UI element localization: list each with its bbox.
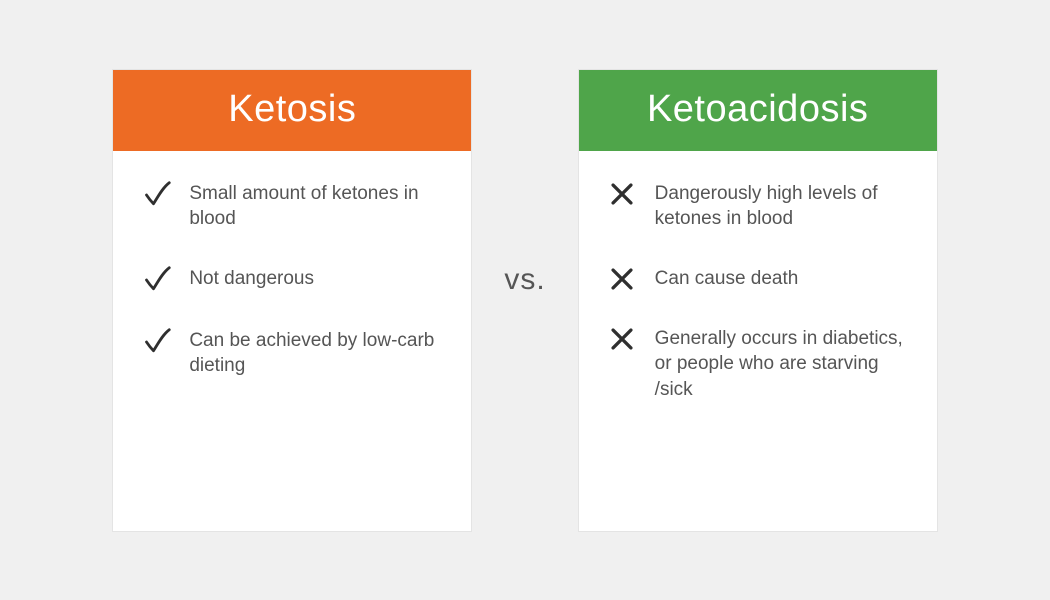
right-item: Generally occurs in diabetics, or people… [609,326,907,403]
left-card-title: Ketosis [113,70,471,151]
left-item: Can be achieved by low-carb dieting [143,328,441,379]
right-card-title: Ketoacidosis [579,70,937,151]
check-icon [143,328,171,356]
left-item-text: Small amount of ketones in blood [189,181,441,232]
right-card: Ketoacidosis Dangerously high levels of … [578,69,938,532]
x-icon [609,326,637,352]
left-item-text: Can be achieved by low-carb dieting [189,328,441,379]
x-icon [609,181,637,207]
left-card-body: Small amount of ketones in blood Not dan… [113,151,471,531]
x-icon [609,266,637,292]
right-item-text: Generally occurs in diabetics, or people… [655,326,907,403]
vs-label: vs. [504,263,545,337]
check-icon [143,266,171,294]
left-item: Not dangerous [143,266,441,294]
right-card-body: Dangerously high levels of ketones in bl… [579,151,937,531]
check-icon [143,181,171,209]
left-item: Small amount of ketones in blood [143,181,441,232]
right-item: Dangerously high levels of ketones in bl… [609,181,907,232]
right-item-text: Dangerously high levels of ketones in bl… [655,181,907,232]
left-item-text: Not dangerous [189,266,314,292]
right-item: Can cause death [609,266,907,292]
comparison-container: Ketosis Small amount of ketones in blood… [112,69,937,532]
right-item-text: Can cause death [655,266,799,292]
left-card: Ketosis Small amount of ketones in blood… [112,69,472,532]
